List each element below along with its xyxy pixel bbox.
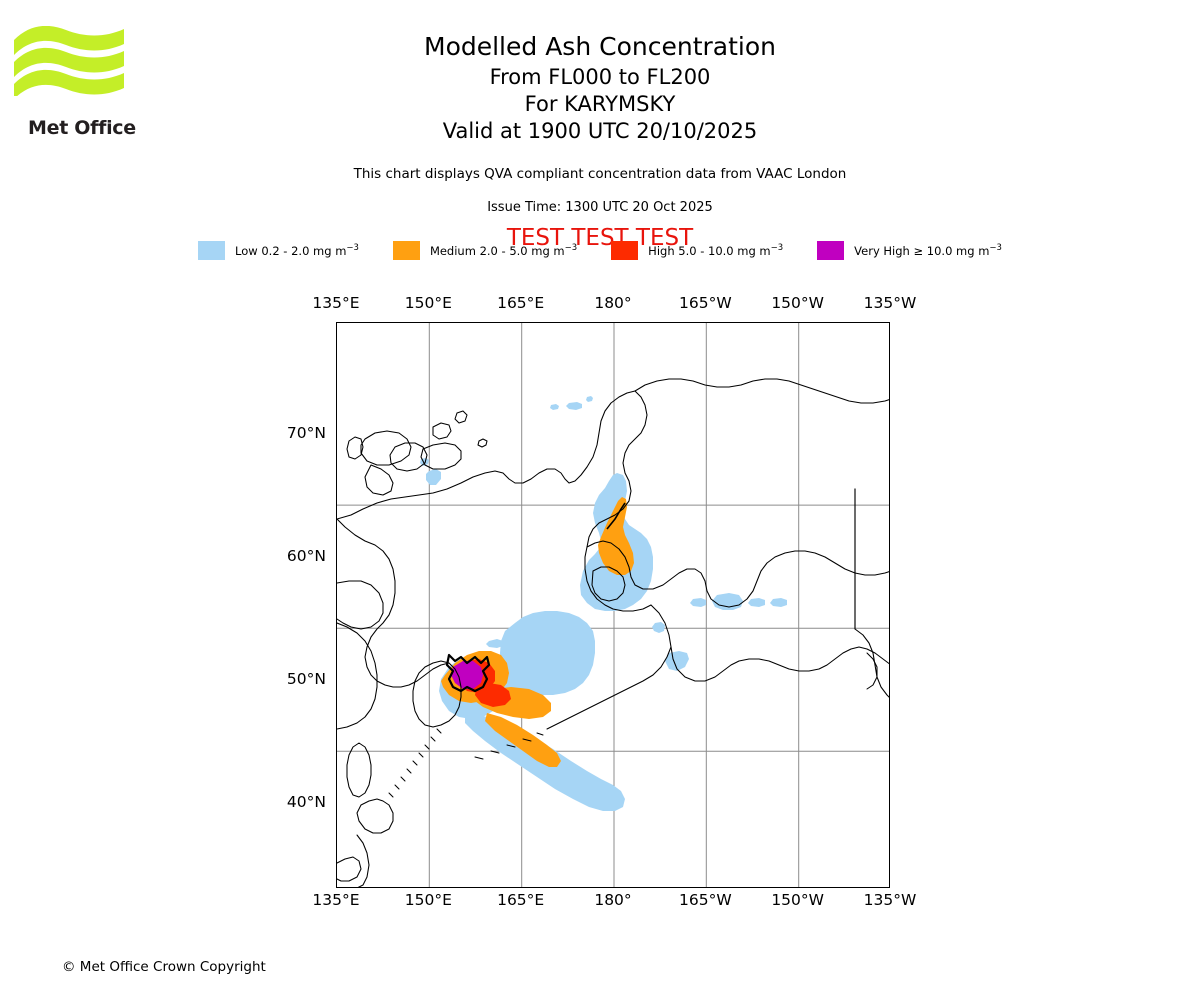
lon-tick-top-3: 180°	[594, 294, 632, 312]
met-office-wave-mark	[14, 26, 124, 96]
legend-exp-high: −3	[770, 243, 784, 254]
legend-label-high: High 5.0 - 10.0 mg m−3	[648, 243, 783, 258]
legend-label-very-high: Very High ≥ 10.0 mg m−3	[854, 243, 1002, 258]
legend-text-low: Low 0.2 - 2.0 mg m	[235, 243, 347, 258]
lat-tick-0: 70°N	[286, 423, 326, 442]
lat-tick-1: 60°N	[286, 546, 326, 565]
source-contour	[445, 653, 491, 693]
chart-header: Modelled Ash Concentration From FL000 to…	[0, 0, 1200, 252]
lon-tick-bottom-0: 135°E	[312, 891, 360, 909]
lat-tick-2: 50°N	[286, 669, 326, 688]
lon-tick-bottom-6: 135°W	[863, 891, 917, 909]
met-office-wordmark: Met Office	[28, 117, 136, 139]
lon-tick-bottom-5: 150°W	[771, 891, 824, 909]
map-canvas	[337, 323, 889, 887]
lon-tick-bottom-1: 150°E	[404, 891, 452, 909]
issue-time: Issue Time: 1300 UTC 20 Oct 2025	[487, 200, 713, 215]
page-title: Modelled Ash Concentration	[424, 32, 776, 61]
legend-exp-low: −3	[346, 243, 359, 254]
legend-text-very-high: Very High ≥ 10.0 mg m	[854, 243, 990, 258]
lon-tick-top-4: 165°W	[678, 294, 732, 312]
met-office-logo: Met Office	[14, 26, 136, 139]
legend-swatch-very-high	[817, 241, 845, 260]
lon-tick-bottom-2: 165°E	[497, 891, 545, 909]
lon-tick-top-2: 165°E	[497, 294, 545, 312]
coastlines	[337, 378, 889, 887]
legend-text-high: High 5.0 - 10.0 mg m	[648, 243, 771, 258]
legend-swatch-low	[198, 241, 226, 260]
ash-plume-very-high	[451, 661, 483, 689]
test-banner: TEST TEST TEST	[506, 225, 694, 251]
map-panel	[336, 322, 890, 888]
qva-note: This chart displays QVA compliant concen…	[353, 166, 847, 182]
copyright-notice: © Met Office Crown Copyright	[62, 959, 266, 975]
concentration-legend: Low 0.2 - 2.0 mg m−3 Medium 2.0 - 5.0 mg…	[0, 241, 1200, 260]
lon-tick-bottom-3: 180°	[594, 891, 632, 909]
legend-item-very-high: Very High ≥ 10.0 mg m−3	[817, 241, 1002, 260]
legend-swatch-high	[611, 241, 639, 260]
legend-text-medium: Medium 2.0 - 5.0 mg m	[429, 243, 565, 258]
lon-tick-top-6: 135°W	[863, 294, 917, 312]
lon-tick-top-0: 135°E	[312, 294, 360, 312]
valid-time: Valid at 1900 UTC 20/10/2025	[442, 119, 758, 143]
map-frame	[336, 322, 890, 888]
legend-item-low: Low 0.2 - 2.0 mg m−3	[198, 241, 359, 260]
flight-level-range: From FL000 to FL200	[489, 65, 711, 89]
lon-tick-top-5: 150°W	[771, 294, 824, 312]
legend-item-medium: Medium 2.0 - 5.0 mg m−3	[392, 241, 577, 260]
graticule	[337, 323, 889, 887]
volcano-name: For KARYMSKY	[524, 92, 676, 116]
legend-exp-medium: −3	[564, 243, 578, 254]
legend-label-medium: Medium 2.0 - 5.0 mg m−3	[430, 243, 577, 258]
lat-tick-3: 40°N	[286, 792, 326, 811]
lon-tick-top-1: 150°E	[404, 294, 452, 312]
legend-exp-very-high: −3	[989, 243, 1002, 254]
legend-item-high: High 5.0 - 10.0 mg m−3	[611, 241, 783, 260]
lon-tick-bottom-4: 165°W	[678, 891, 732, 909]
legend-swatch-medium	[392, 241, 420, 260]
legend-label-low: Low 0.2 - 2.0 mg m−3	[235, 243, 359, 258]
northern-contour	[606, 502, 626, 530]
